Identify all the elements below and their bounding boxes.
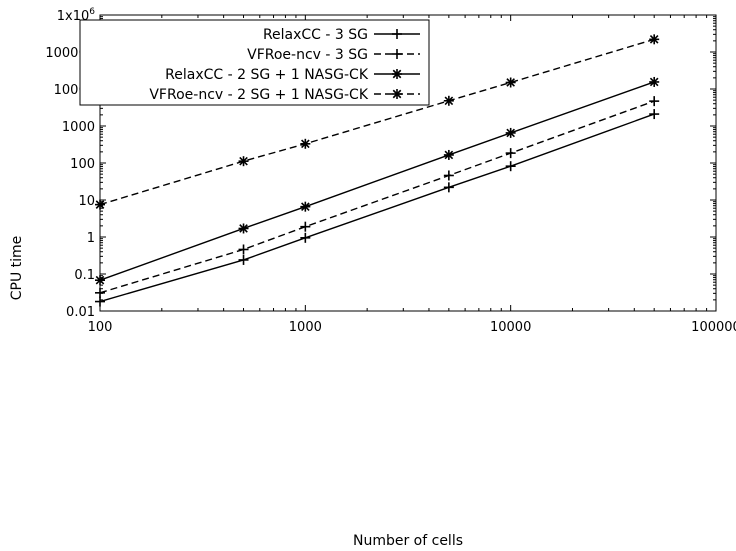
data-point xyxy=(238,156,249,167)
data-point xyxy=(443,149,454,160)
marker-stroke xyxy=(239,156,248,166)
marker-stroke xyxy=(392,69,402,79)
marker-stroke xyxy=(649,35,659,44)
legend-marker xyxy=(392,89,402,99)
data-point xyxy=(95,287,105,298)
x-tick-label: 100000 xyxy=(691,320,736,335)
marker-stroke xyxy=(392,89,402,99)
legend-item-4: VFRoe-ncv - 2 SG + 1 NASG-CK xyxy=(149,87,420,103)
data-point xyxy=(300,221,311,232)
marker-stroke xyxy=(301,202,310,211)
data-point xyxy=(505,77,516,88)
data-point xyxy=(505,161,516,172)
legend: RelaxCC - 3 SG VFRoe-ncv - 3 SG RelaxCC - … xyxy=(79,19,430,106)
legend-marker xyxy=(392,69,402,79)
legend-box xyxy=(79,19,430,106)
data-point xyxy=(238,254,249,265)
marker-stroke xyxy=(239,224,248,233)
data-point xyxy=(505,148,516,159)
marker-stroke xyxy=(444,96,454,106)
marker-stroke xyxy=(95,275,105,285)
data-point xyxy=(505,127,516,138)
legend-item-1: RelaxCC - 3 SG xyxy=(263,27,420,43)
data-point xyxy=(300,138,311,149)
series-2 xyxy=(95,96,660,298)
data-point xyxy=(95,199,105,210)
series-layer xyxy=(95,34,660,307)
data-point xyxy=(649,109,660,120)
y-tick-label: 0.01 xyxy=(66,305,95,320)
series-3 xyxy=(95,76,660,286)
legend-label: RelaxCC - 2 SG + 1 NASG-CK xyxy=(165,67,369,83)
legend-label: VFRoe-ncv - 2 SG + 1 NASG-CK xyxy=(149,87,368,103)
data-point xyxy=(300,232,311,243)
marker-stroke xyxy=(649,77,659,87)
marker-stroke xyxy=(95,200,105,209)
marker-stroke xyxy=(444,150,454,160)
data-point xyxy=(443,95,454,106)
y-tick-label: 1000 xyxy=(62,120,95,135)
data-point xyxy=(300,201,311,212)
series-line xyxy=(99,81,655,281)
marker-stroke xyxy=(301,139,310,149)
series-4 xyxy=(95,34,660,210)
series-line xyxy=(99,113,655,303)
data-point xyxy=(443,170,454,181)
data-point xyxy=(649,96,660,107)
y-tick-label: 100 xyxy=(70,157,95,172)
legend-label: VFRoe-ncv - 3 SG xyxy=(247,47,368,63)
series-1 xyxy=(95,109,660,307)
series-line xyxy=(99,38,655,206)
legend-marker xyxy=(392,29,402,39)
x-tick-label: 1000 xyxy=(289,320,322,335)
x-axis-label: Number of cells xyxy=(353,533,463,549)
data-point xyxy=(95,275,105,286)
data-point xyxy=(238,244,249,255)
marker-stroke xyxy=(506,128,515,138)
y-axis-label: CPU time xyxy=(9,236,25,301)
marker-stroke xyxy=(506,78,515,87)
legend-label: RelaxCC - 3 SG xyxy=(263,27,368,43)
y-tick-label: 0.1 xyxy=(74,268,95,283)
series-line xyxy=(99,100,655,294)
y-tick-label: 1 xyxy=(87,231,95,246)
data-point xyxy=(649,34,660,45)
data-point xyxy=(443,182,454,193)
legend-item-3: RelaxCC - 2 SG + 1 NASG-CK xyxy=(165,67,420,83)
x-tick-label: 10000 xyxy=(490,320,531,335)
data-point xyxy=(649,76,660,87)
legend-item-2: VFRoe-ncv - 3 SG xyxy=(247,47,420,63)
y-tick-label: 10 xyxy=(78,194,95,209)
data-point xyxy=(95,296,105,307)
data-point xyxy=(238,223,249,234)
legend-marker xyxy=(392,49,402,59)
x-tick-label: 100 xyxy=(88,320,113,335)
